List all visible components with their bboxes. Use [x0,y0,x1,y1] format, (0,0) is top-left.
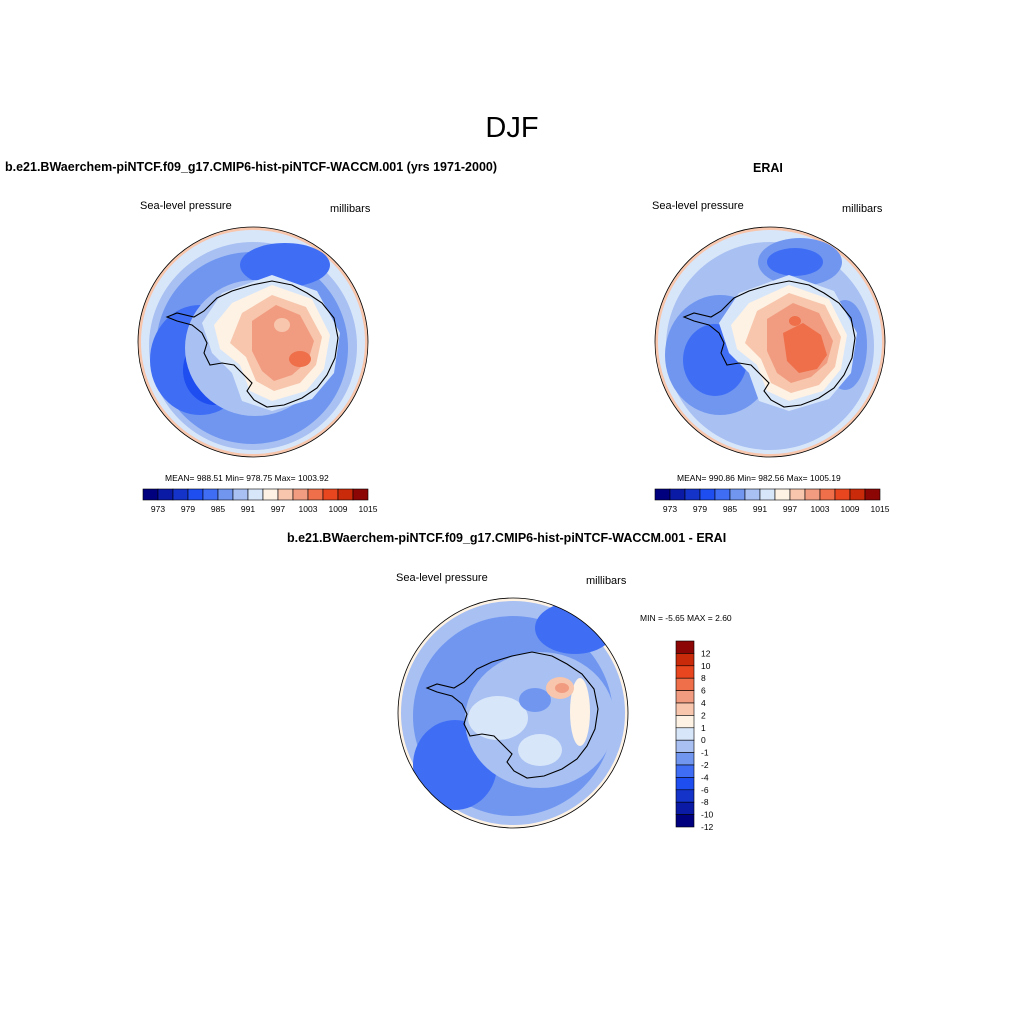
panel2-colorbar-tick-label: 979 [693,504,707,514]
panel3-colorbar-swatch [675,677,695,691]
panel1-colorbar: 973 979 985 991 997 1003 1009 1015 [142,488,378,514]
panel2-colorbar-swatch [654,488,671,501]
panel2-variable: Sea-level pressure [652,200,744,212]
panel1-colorbar-swatch [247,488,264,501]
panel3-colorbar-swatch [675,727,695,741]
panel3-stats: MIN = -5.65 MAX = 2.60 [640,613,732,623]
panel2-colorbar-swatch [684,488,701,501]
panel2-colorbar-swatch [714,488,731,501]
panel1-colorbar-swatch [202,488,219,501]
panel3-colorbar-tick-label: -12 [701,822,714,832]
panel2-colorbar-swatch [864,488,881,501]
panel3-units: millibars [586,575,627,587]
panel2-colorbar-swatch [774,488,791,501]
panel1-colorbar-swatch [337,488,354,501]
panel1-colorbar-tick-label: 1015 [359,504,378,514]
panel1-colorbar-tick-label: 973 [151,504,165,514]
panel1-units: millibars [330,203,371,215]
panel3-colorbar-swatch [675,702,695,716]
panel3-colorbar-swatch [675,739,695,753]
panel3-colorbar-tick-label: -1 [701,748,709,758]
panel3-colorbar-tick-label: 1 [701,723,706,733]
panel2-colorbar-swatch [729,488,746,501]
panel3-colorbar-tick-label: -4 [701,772,709,782]
panel2-colorbar-tick-label: 1009 [841,504,860,514]
panel3-map [397,597,629,829]
panel3-colorbar-swatch [675,814,695,828]
panel2-units: millibars [842,203,883,215]
figure-title: DJF [485,112,539,144]
panel1-colorbar-tick-label: 985 [211,504,225,514]
panel1-colorbar-swatch [322,488,339,501]
panel2-colorbar-tick-label: 1003 [811,504,830,514]
panel3-colorbar-tick-label: 10 [701,661,711,671]
panel2-colorbar-swatch [819,488,836,501]
panel1-colorbar-swatch [232,488,249,501]
panel3-colorbar-tick-label: 8 [701,673,706,683]
panel3-colorbar-tick-label: 4 [701,698,706,708]
panel2-colorbar-tick-label: 1015 [871,504,890,514]
panel2-title: ERAI [753,161,783,175]
panel3-title: b.e21.BWaerchem-piNTCF.f09_g17.CMIP6-his… [287,531,727,545]
panel1-colorbar-swatch [277,488,294,501]
panel1-colorbar-swatch [352,488,369,501]
panel2-stats: MEAN= 990.86 Min= 982.56 Max= 1005.19 [677,473,841,483]
panel2-colorbar-swatch [699,488,716,501]
panel1-colorbar-tick-label: 1003 [299,504,318,514]
panel3-colorbar-swatch [675,690,695,704]
panel3-colorbar-swatch [675,640,695,654]
panel3-colorbar-tick-label: -8 [701,797,709,807]
panel1-colorbar-swatch [217,488,234,501]
panel1-colorbar-tick-label: 1009 [329,504,348,514]
panel1-colorbar-swatch [262,488,279,501]
panel2-colorbar-tick-label: 997 [783,504,797,514]
panel3-colorbar-swatch [675,764,695,778]
panel1-colorbar-swatch [307,488,324,501]
panel2-colorbar: 973 979 985 991 997 1003 1009 1015 [654,488,890,514]
panel2-colorbar-swatch [759,488,776,501]
panel1-colorbar-swatch [157,488,174,501]
panel3-colorbar-tick-label: -2 [701,760,709,770]
panel2-colorbar-tick-label: 985 [723,504,737,514]
panel2-colorbar-swatch [744,488,761,501]
panel3-colorbar-tick-label: 2 [701,710,706,720]
panel2-colorbar-swatch [804,488,821,501]
panel1-colorbar-swatch [172,488,189,501]
panel1-variable: Sea-level pressure [140,200,232,212]
panel1-colorbar-tick-label: 991 [241,504,255,514]
panel1-colorbar-tick-label: 979 [181,504,195,514]
panel2-colorbar-tick-label: 991 [753,504,767,514]
panel3-colorbar-tick-label: -6 [701,785,709,795]
panel3-colorbar-swatch [675,777,695,791]
panel3-colorbar-swatch [675,789,695,803]
panel2-colorbar-swatch [849,488,866,501]
panel1-colorbar-swatch [187,488,204,501]
panel2-colorbar-swatch [834,488,851,501]
panel3-variable: Sea-level pressure [396,572,488,584]
panel1-colorbar-tick-label: 997 [271,504,285,514]
panel3-colorbar-tick-label: 6 [701,686,706,696]
panel1-stats: MEAN= 988.51 Min= 978.75 Max= 1003.92 [165,473,329,483]
panel3-colorbar-swatch [675,715,695,729]
panel1-colorbar-swatch [142,488,159,501]
panel3-colorbar-tick-label: -10 [701,810,714,820]
panel2-colorbar-tick-label: 973 [663,504,677,514]
panel3-colorbar-swatch [675,752,695,766]
panel2-map [654,226,886,458]
panel1-map [137,226,369,458]
panel1-colorbar-swatch [292,488,309,501]
panel1-title: b.e21.BWaerchem-piNTCF.f09_g17.CMIP6-his… [5,160,498,174]
panel3-colorbar-swatch [675,801,695,815]
panel3-colorbar-tick-label: 0 [701,735,706,745]
panel3-colorbar-swatch [675,653,695,667]
panel2-colorbar-swatch [669,488,686,501]
panel3-colorbar-tick-label: 12 [701,648,711,658]
panel3-colorbar-swatch [675,665,695,679]
panel2-colorbar-swatch [789,488,806,501]
